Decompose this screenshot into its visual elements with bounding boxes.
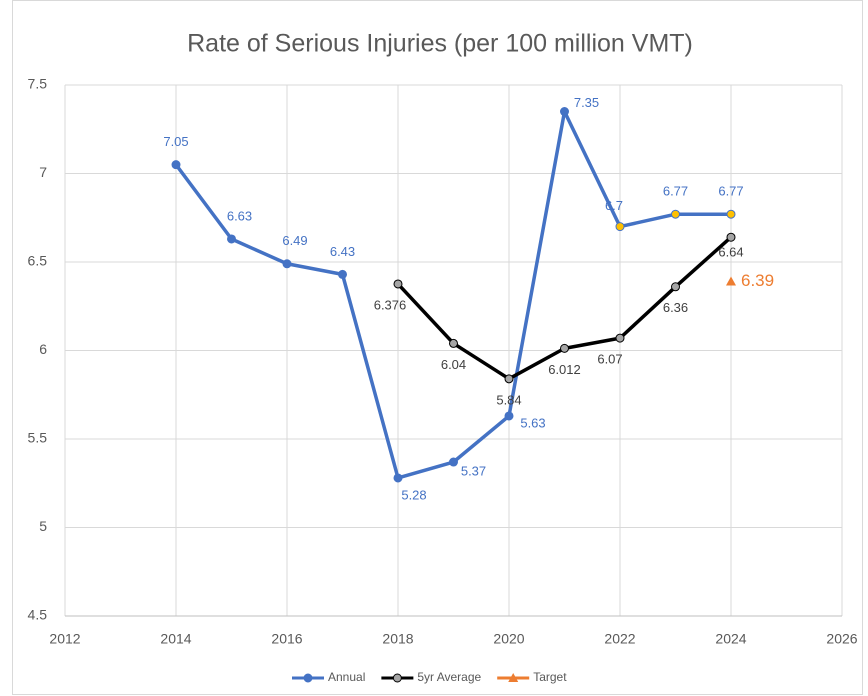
data-label: 7.35 (574, 95, 599, 110)
marker (671, 209, 680, 219)
data-label: 5.84 (496, 392, 521, 407)
marker (560, 107, 569, 117)
x-tick-label: 2014 (160, 631, 191, 647)
marker (171, 160, 181, 170)
marker (726, 276, 736, 286)
x-tick-label: 2018 (382, 631, 413, 647)
legend-label: Annual (328, 670, 365, 684)
x-tick-label: 2024 (715, 631, 746, 647)
legend-marker (392, 673, 402, 683)
data-label: 5.63 (520, 415, 545, 430)
marker (282, 259, 292, 269)
y-tick-label: 6.5 (28, 253, 48, 269)
marker (504, 374, 514, 384)
x-tick-label: 2022 (604, 631, 635, 647)
y-tick-label: 5.5 (28, 430, 48, 446)
legend-marker (508, 673, 519, 682)
x-tick-label: 2020 (493, 631, 524, 647)
data-label: 6.64 (718, 245, 743, 260)
data-label: 5.37 (461, 463, 486, 478)
data-label: 6.012 (548, 362, 581, 377)
data-label: 7.05 (163, 134, 188, 149)
marker (560, 343, 569, 353)
y-tick-label: 5 (39, 518, 47, 534)
marker (615, 222, 625, 232)
data-label: 6.77 (663, 184, 688, 199)
marker (449, 338, 458, 348)
data-label: 6.376 (374, 297, 407, 312)
marker (393, 473, 403, 483)
data-label: 6.43 (330, 244, 355, 259)
y-tick-label: 6 (39, 341, 47, 357)
y-tick-label: 4.5 (28, 607, 48, 623)
data-label: 6.77 (718, 184, 743, 199)
marker (615, 333, 625, 343)
marker (726, 232, 736, 242)
marker (726, 209, 736, 219)
x-tick-label: 2012 (49, 631, 80, 647)
y-tick-label: 7 (39, 164, 47, 180)
data-label: 6.49 (282, 233, 307, 248)
x-tick-label: 2016 (271, 631, 302, 647)
chart-frame (12, 0, 863, 695)
marker (227, 234, 236, 244)
marker (504, 411, 514, 421)
legend-label: 5yr Average (417, 670, 481, 684)
data-label: 6.07 (597, 352, 622, 367)
x-tick-label: 2026 (826, 631, 857, 647)
data-label: 5.28 (401, 487, 426, 502)
data-label: 6.7 (605, 198, 623, 213)
chart-title: Rate of Serious Injuries (per 100 millio… (187, 30, 693, 58)
legend-label: Target (533, 670, 567, 684)
y-tick-label: 7.5 (28, 76, 48, 92)
data-label: 6.04 (441, 357, 466, 372)
marker (393, 279, 403, 289)
data-label: 6.36 (663, 300, 688, 315)
marker (671, 282, 680, 292)
data-label: 6.63 (227, 208, 252, 223)
marker (338, 269, 347, 279)
marker (449, 457, 458, 467)
legend-marker (303, 673, 313, 683)
data-label: 6.39 (741, 271, 774, 290)
